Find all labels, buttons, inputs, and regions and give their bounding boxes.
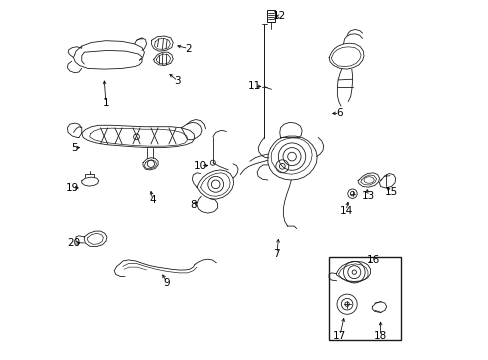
Text: 16: 16 bbox=[366, 255, 379, 265]
Text: 17: 17 bbox=[333, 330, 346, 341]
Text: 3: 3 bbox=[174, 76, 181, 86]
Text: 12: 12 bbox=[273, 11, 286, 21]
Text: 4: 4 bbox=[149, 195, 156, 205]
Bar bbox=[266, 10, 274, 22]
Text: 15: 15 bbox=[384, 186, 397, 197]
Text: 1: 1 bbox=[102, 98, 109, 108]
Text: 5: 5 bbox=[71, 143, 78, 153]
Bar bbox=[328, 257, 400, 340]
Text: 9: 9 bbox=[163, 278, 170, 288]
Text: 11: 11 bbox=[247, 81, 261, 91]
Text: 14: 14 bbox=[339, 206, 352, 216]
Text: 8: 8 bbox=[190, 200, 196, 210]
Text: 7: 7 bbox=[273, 249, 280, 259]
Text: 19: 19 bbox=[66, 183, 79, 193]
Text: 2: 2 bbox=[185, 44, 192, 54]
Text: 6: 6 bbox=[336, 108, 343, 118]
Text: 20: 20 bbox=[67, 238, 80, 248]
Text: 18: 18 bbox=[373, 330, 386, 341]
Text: 10: 10 bbox=[194, 161, 207, 171]
Text: 13: 13 bbox=[361, 191, 375, 201]
